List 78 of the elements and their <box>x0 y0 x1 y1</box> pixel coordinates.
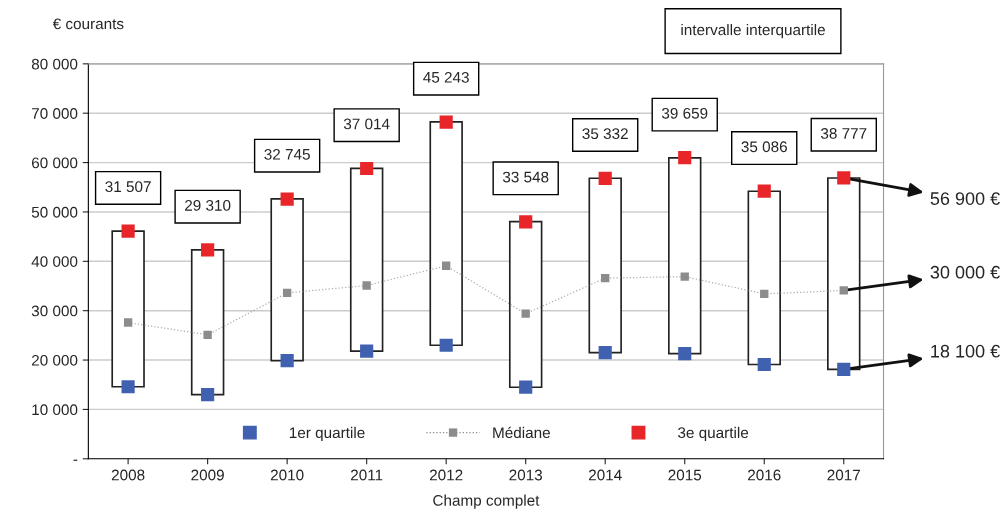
point <box>280 353 294 368</box>
point <box>121 380 135 394</box>
data-label: 39 659 <box>661 107 708 119</box>
point <box>680 272 689 281</box>
y-tick-label: 70 000 <box>31 108 78 119</box>
x-tick-label: 2008 <box>111 469 145 481</box>
point <box>678 151 692 165</box>
x-tick-label: 2014 <box>588 469 622 481</box>
data-label: 35 332 <box>582 128 628 140</box>
bar <box>429 121 463 347</box>
point <box>521 309 530 318</box>
y-tick-label: 50 000 <box>31 206 78 218</box>
point <box>598 171 612 185</box>
bar <box>588 177 622 354</box>
point <box>837 171 851 185</box>
point <box>360 161 374 176</box>
point <box>201 388 215 402</box>
point <box>519 380 533 394</box>
point <box>203 330 212 340</box>
point <box>757 357 771 372</box>
x-tick-label: 2013 <box>509 469 543 481</box>
point <box>442 261 451 270</box>
x-tick-label: 2011 <box>351 469 383 481</box>
text: intervalle interquartile <box>681 24 825 39</box>
y-tick-label: - <box>73 459 78 461</box>
point <box>439 115 453 129</box>
legend-label: 3e quartile <box>678 426 749 442</box>
point <box>837 362 851 377</box>
data-label: 33 548 <box>502 171 549 183</box>
x-tick-label: 2017 <box>827 469 860 481</box>
x-tick-label: 2010 <box>270 469 304 481</box>
x-tick-label: 2015 <box>668 469 702 481</box>
point <box>519 215 533 229</box>
y-tick-label: 10 000 <box>32 404 78 416</box>
annotation: 56 900 € <box>930 192 1000 205</box>
bar <box>747 190 781 366</box>
data-label: 29 310 <box>185 199 231 211</box>
bar <box>111 230 145 388</box>
point <box>282 288 292 298</box>
data-label: 32 745 <box>264 148 310 160</box>
point <box>439 338 453 352</box>
x-tick-label: 2012 <box>429 469 463 481</box>
data-label: 31 507 <box>105 181 151 193</box>
x-tick-label: 2009 <box>191 469 224 481</box>
bar <box>349 167 384 353</box>
bar <box>190 249 225 396</box>
point <box>362 281 371 290</box>
point <box>678 347 692 361</box>
y-tick-label: 80 000 <box>31 58 78 70</box>
point <box>601 273 610 283</box>
point <box>757 184 771 198</box>
bar <box>827 177 861 371</box>
bar <box>270 198 304 362</box>
data-label: 37 014 <box>343 118 390 130</box>
point <box>760 289 769 299</box>
point <box>839 286 848 295</box>
data-label: 35 086 <box>741 141 787 153</box>
y-tick-label: 30 000 <box>31 305 78 317</box>
x-tick-label: 2016 <box>748 469 781 481</box>
point <box>280 192 294 206</box>
point <box>598 346 612 360</box>
legend-label: Médiane <box>493 426 550 439</box>
y-tick-label: 60 000 <box>31 157 78 169</box>
y-tick-label: 20 000 <box>31 354 78 366</box>
data-label: 38 777 <box>820 128 867 139</box>
annotation: 30 000 € <box>930 265 1000 279</box>
legend-label: 1er quartile <box>289 426 365 442</box>
x-axis-title: Champ complet <box>433 494 540 509</box>
bar <box>667 157 702 355</box>
y-axis-title: € courants <box>52 18 124 30</box>
bar <box>508 220 543 389</box>
point <box>201 243 215 257</box>
data-label: 45 243 <box>423 71 469 83</box>
point <box>121 224 135 238</box>
point <box>123 318 133 327</box>
annotation: 18 100 € <box>931 344 1000 358</box>
y-tick-label: 40 000 <box>31 256 78 267</box>
point <box>360 344 374 358</box>
